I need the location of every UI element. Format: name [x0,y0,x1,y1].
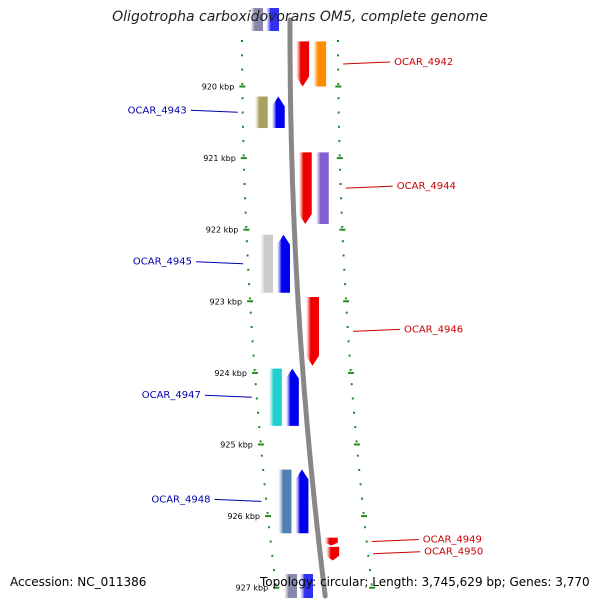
scale-label: 925 kbp [220,441,253,450]
gene-label: OCAR_4944 [397,181,456,192]
genome-backbone [287,17,328,599]
gene-label: OCAR_4945 [133,257,192,268]
gene-label-line [373,551,421,555]
gene-label-line [371,539,419,543]
cog-block [254,96,268,129]
scale-label: 926 kbp [227,512,260,521]
cog-block [278,469,292,534]
gene-label-line [352,328,401,332]
gene-arrow [277,234,291,293]
gene-label-line [214,498,262,502]
gene-label: OCAR_4943 [128,105,187,116]
gene-label-line [343,61,391,65]
partial-gene-block [266,8,280,31]
cog-block [268,368,282,426]
scale-label: 927 kbp [236,584,269,593]
partial-gene-block [250,8,264,31]
gene-arrow [296,41,310,87]
gene-label: OCAR_4942 [394,57,453,68]
partial-gene-block [300,574,314,598]
partial-gene-block [284,574,298,598]
gene-label-line [345,185,393,189]
cog-block [315,152,329,224]
gene-arrow [305,297,319,366]
genome-summary: Topology: circular; Length: 3,745,629 bp… [260,575,590,589]
gene-label-line [190,109,238,113]
gene-arrow [295,469,309,534]
gene-arrow [326,546,340,561]
scale-label: 921 kbp [203,154,236,163]
gene-label: OCAR_4947 [142,390,201,401]
gene-label: OCAR_4948 [151,494,210,505]
genome-title: Oligotropha carboxidovorans OM5, complet… [112,9,488,25]
gene-arrow [271,96,285,129]
gene-label-line [204,394,252,398]
cog-block [313,41,327,87]
gene-arrow [298,152,312,224]
cog-block [260,234,274,293]
gene-label: OCAR_4946 [404,324,463,335]
gene-label: OCAR_4949 [423,535,482,546]
gene-label: OCAR_4950 [424,547,483,558]
accession-label: Accession: NC_011386 [10,575,147,589]
scale-label: 920 kbp [202,83,235,92]
scale-label: 922 kbp [206,226,239,235]
scale-label: 923 kbp [209,297,242,306]
gene-label-line [195,261,244,265]
gene-arrow [324,537,338,546]
scale-label: 924 kbp [214,369,247,378]
gene-arrow [285,368,299,426]
